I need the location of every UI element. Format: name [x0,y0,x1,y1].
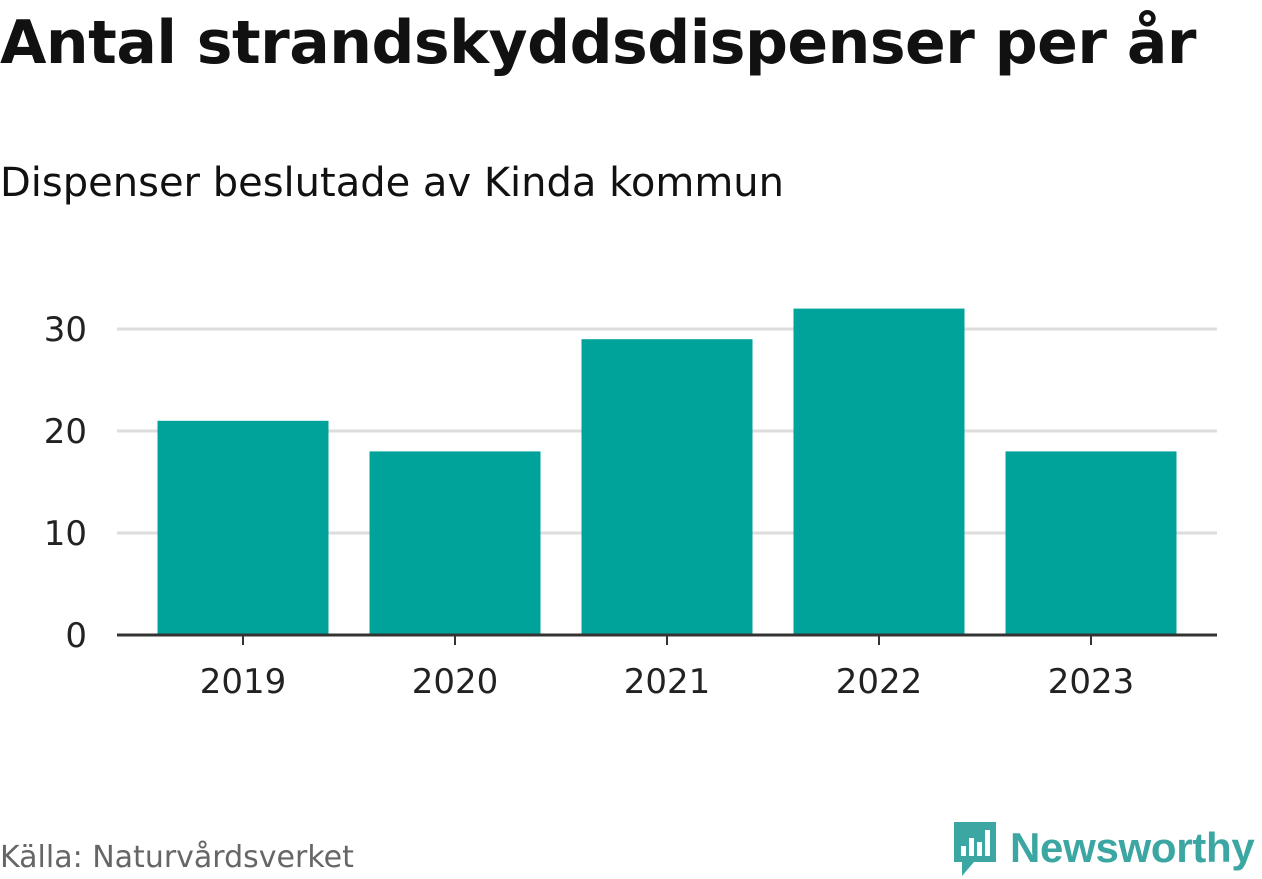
x-tick-label: 2019 [200,662,287,702]
y-tick-label: 20 [44,412,87,452]
brand-name: Newsworthy [1010,824,1255,871]
bar [369,451,541,635]
y-tick-label: 30 [44,310,87,350]
bar [793,308,965,635]
x-tick-label: 2020 [412,662,499,702]
x-tick-label: 2022 [836,662,923,702]
source-note: Källa: Naturvårdsverket [0,840,354,875]
x-tick-label: 2021 [624,662,711,702]
x-tick-label: 2023 [1048,662,1135,702]
bar-chart-speech-icon [954,822,996,876]
bar-chart: 0 10 20 30 2019 2020 2021 2022 2023 [44,308,1217,702]
brand-logo: Newsworthy [950,818,1255,878]
bar [157,420,329,635]
bar [1005,451,1177,635]
chart-title: Antal strandskyddsdispenser per år [0,8,1196,78]
y-tick-label: 10 [44,514,87,554]
y-tick-label: 0 [65,616,87,656]
chart-subtitle: Dispenser beslutade av Kinda kommun [0,160,784,206]
bar [581,339,753,635]
